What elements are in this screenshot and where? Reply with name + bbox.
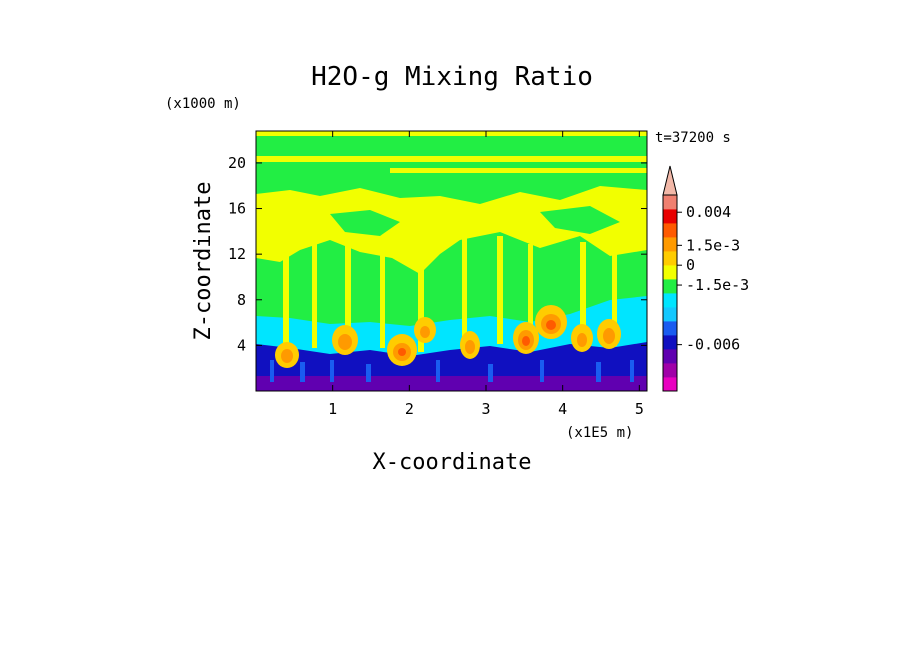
colorbar-level-label: 0.004 <box>686 203 731 221</box>
colorbar-extend-arrow <box>662 165 678 196</box>
plume-7 <box>497 236 503 344</box>
core-4-center <box>420 326 430 338</box>
plume-2 <box>312 236 317 348</box>
y-axis-unit: (x1000 m) <box>165 96 241 112</box>
x-tick-label: 1 <box>328 400 337 418</box>
colorbar-frame <box>662 194 678 392</box>
time-label: t=37200 s <box>655 130 731 146</box>
core-6-peak <box>522 336 530 346</box>
core-9-center <box>603 328 615 344</box>
region-mid-green-pocket-2 <box>540 206 620 234</box>
x-tick-label: 2 <box>405 400 414 418</box>
streak-2 <box>300 362 305 382</box>
x-axis-ticks: 1 2 3 4 5 <box>328 131 644 418</box>
y-axis-title: Z-coordinate <box>191 182 216 341</box>
plume-3 <box>345 244 351 344</box>
chart-title: H2O-g Mixing Ratio <box>311 62 593 92</box>
colorbar-swatch <box>663 363 677 378</box>
streak-3 <box>330 360 334 382</box>
plume-4 <box>380 250 385 348</box>
plume-8 <box>528 244 533 344</box>
y-tick-label: 4 <box>237 336 246 354</box>
colorbar-swatch <box>663 237 677 252</box>
colorbar-swatch <box>663 321 677 336</box>
region-top-strip-2 <box>390 168 647 173</box>
plume-6 <box>462 238 467 348</box>
streak-9 <box>630 360 634 382</box>
heatmap-field <box>256 131 647 391</box>
colorbar-swatch <box>663 307 677 322</box>
colorbar-swatch <box>663 279 677 294</box>
colorbar-swatch <box>663 265 677 280</box>
y-tick-label: 16 <box>228 200 246 218</box>
colorbar: 0.004 1.5e-3 0 -1.5e-3 -0.006 <box>662 165 749 392</box>
plume-5 <box>418 256 424 352</box>
surface-streaks <box>270 360 634 382</box>
moist-cores <box>275 305 621 368</box>
colorbar-swatch <box>663 209 677 224</box>
colorbar-swatch <box>663 251 677 266</box>
region-top-strip <box>256 156 647 162</box>
y-tick-label: 20 <box>228 154 246 172</box>
convective-plumes <box>283 236 617 352</box>
streak-8 <box>596 362 601 382</box>
core-8-center <box>577 333 587 347</box>
x-tick-label: 5 <box>635 400 644 418</box>
y-tick-label: 12 <box>228 245 246 263</box>
colorbar-level-label: 1.5e-3 <box>686 236 740 254</box>
streak-1 <box>270 360 274 382</box>
y-tick-label: 8 <box>237 291 246 309</box>
colorbar-swatch <box>663 377 677 392</box>
plume-10 <box>612 250 617 346</box>
x-tick-label: 4 <box>558 400 567 418</box>
region-mid-green-pocket <box>330 210 400 236</box>
colorbar-swatch <box>663 349 677 364</box>
colorbar-level-label: 0 <box>686 256 695 274</box>
colorbar-level-label: -1.5e-3 <box>686 276 749 294</box>
colorbar-swatch <box>663 223 677 238</box>
core-5-center <box>465 340 475 354</box>
x-axis-title: X-coordinate <box>373 450 532 475</box>
x-tick-label: 3 <box>481 400 490 418</box>
core-1-center <box>281 349 293 363</box>
colorbar-level-label: -0.006 <box>686 336 740 354</box>
streak-5 <box>436 360 440 382</box>
region-surface <box>256 376 647 391</box>
y-axis-ticks: 4 8 12 16 20 <box>228 154 647 354</box>
streak-4 <box>366 364 371 382</box>
colorbar-swatch <box>663 335 677 350</box>
plot-frame <box>255 130 648 392</box>
plume-9 <box>580 242 586 346</box>
core-2-center <box>338 334 352 350</box>
colorbar-swatch <box>663 195 677 210</box>
streak-7 <box>540 360 544 382</box>
colorbar-swatch <box>663 293 677 308</box>
core-3-peak <box>398 348 406 356</box>
plume-1 <box>283 246 289 350</box>
x-axis-unit: (x1E5 m) <box>566 425 633 441</box>
streak-6 <box>488 364 493 382</box>
core-7-peak <box>546 320 556 330</box>
